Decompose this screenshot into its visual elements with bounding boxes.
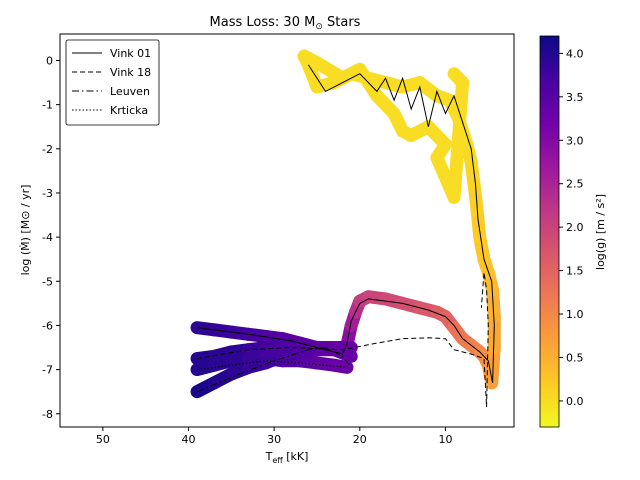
colorbar-tick-label: 0.5: [566, 351, 584, 364]
x-axis-label: Teff [kK]: [265, 450, 309, 465]
y-tick-label: 0: [46, 54, 53, 67]
series-line-leuven: [196, 346, 352, 393]
x-axis-label-sub: eff: [272, 456, 283, 465]
series-line-layer: [196, 64, 495, 408]
y-tick-label: -2: [42, 143, 53, 156]
colorbar-tick-label: 0.0: [566, 395, 584, 408]
legend-label: Vink 18: [110, 66, 151, 79]
x-tick-label: 30: [267, 433, 281, 446]
colorbar-ticks: 0.0 0.5 1.0 1.5 2.0 2.5 3.0 3.5 4.0: [559, 47, 584, 408]
y-tick-label: -7: [42, 364, 53, 377]
y-tick-label: -6: [42, 319, 53, 332]
colorbar-tick-label: 3.0: [566, 134, 584, 147]
colorbar-tick-label: 4.0: [566, 47, 584, 60]
colorbar: [539, 35, 560, 428]
chart-title-end: Stars: [323, 15, 361, 30]
legend-label: Leuven: [110, 85, 150, 98]
x-tick-label: 50: [96, 433, 110, 446]
series-line-vink-18: [197, 272, 489, 408]
colorbar-tick-label: 2.0: [566, 221, 584, 234]
colorbar-tick-label: 2.5: [566, 178, 584, 191]
y-tick-label: -1: [42, 99, 53, 112]
band-1-segment: [447, 67, 470, 90]
colored-band-layer: [190, 49, 501, 399]
colorbar-label: log(g) [m / s²]: [594, 194, 607, 270]
y-axis-ticks: 0 -1 -2 -3 -4 -5 -6 -7 -8: [42, 54, 60, 421]
colorbar-tick-label: 1.5: [566, 265, 584, 278]
plot-frame: [59, 33, 515, 428]
x-tick-label: 20: [353, 433, 367, 446]
y-tick-label: -8: [42, 408, 53, 421]
x-axis-ticks: 50 40 30 20 10: [96, 427, 452, 446]
y-tick-label: -4: [42, 231, 53, 244]
x-tick-label: 10: [438, 433, 452, 446]
chart-title-sub: ⊙: [315, 22, 323, 32]
x-axis-label-main: T: [265, 450, 273, 463]
colorbar-tick-label: 1.0: [566, 308, 584, 321]
legend-label: Krticka: [110, 104, 148, 117]
y-axis-label: log (Ṁ) [M⊙ / yr]: [19, 185, 32, 276]
legend: Vink 01 Vink 18 Leuven Krticka: [65, 39, 160, 126]
chart-title: Mass Loss: 30 M⊙ Stars: [210, 15, 361, 32]
band-1-segment: [447, 76, 470, 204]
series-line-krticka: [197, 360, 348, 371]
x-axis-label-end: [kK]: [283, 450, 309, 463]
series-line-vink-01: [197, 64, 495, 383]
colorbar-tick-label: 3.5: [566, 91, 584, 104]
legend-label: Vink 01: [110, 47, 151, 60]
chart-title-main: Mass Loss: 30 M: [210, 15, 316, 30]
x-tick-label: 40: [181, 433, 195, 446]
legend-box: [65, 39, 160, 126]
y-tick-label: -3: [42, 187, 53, 200]
y-tick-label: -5: [42, 275, 53, 288]
